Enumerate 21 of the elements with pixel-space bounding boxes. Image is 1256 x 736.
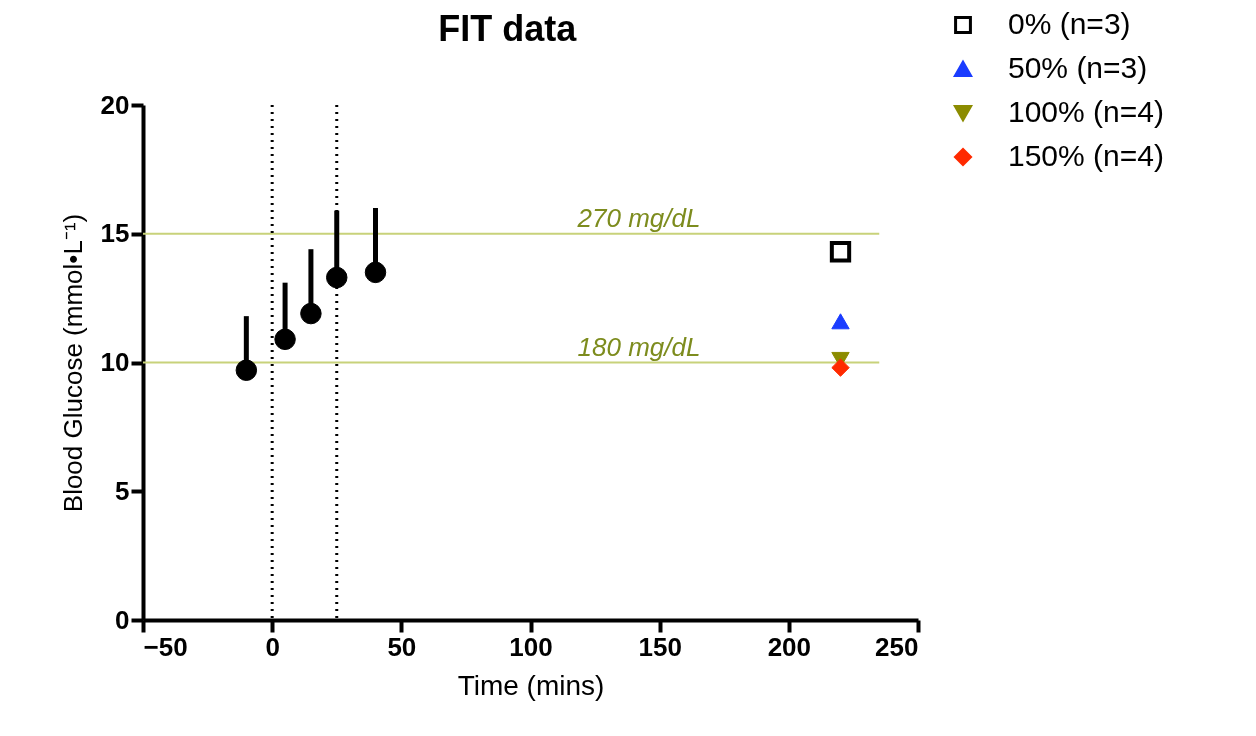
x-tick-label: 250	[875, 631, 919, 662]
y-tick-label: 10	[100, 347, 130, 377]
x-tick-label: 150	[638, 631, 682, 662]
ref-line-label: 270 mg/dL	[576, 202, 701, 233]
x-tick-label: 200	[767, 631, 812, 662]
legend-label: 50% (n=3)	[1008, 51, 1148, 84]
x-tick-label: 50	[387, 631, 417, 662]
ref-line-label: 180 mg/dL	[577, 331, 701, 362]
x-tick-label: 100	[509, 631, 553, 662]
legend-label: 150% (n=4)	[1008, 139, 1164, 172]
y-tick-label: 15	[100, 218, 130, 249]
x-axis-title: Time (mins)	[457, 669, 605, 701]
chart-title: FIT data	[438, 8, 578, 49]
legend-label: 0% (n=3)	[1008, 7, 1131, 40]
legend-label: 100% (n=4)	[1008, 95, 1164, 128]
x-tick-label: 0	[265, 631, 280, 662]
y-axis-title: Blood Glucose (mmol•L⁻¹)	[57, 213, 88, 513]
y-tick-label: 20	[100, 89, 130, 120]
y-tick-label: 5	[115, 475, 130, 506]
x-tick-label: −50	[143, 631, 188, 662]
y-tick-label: 0	[115, 604, 130, 635]
